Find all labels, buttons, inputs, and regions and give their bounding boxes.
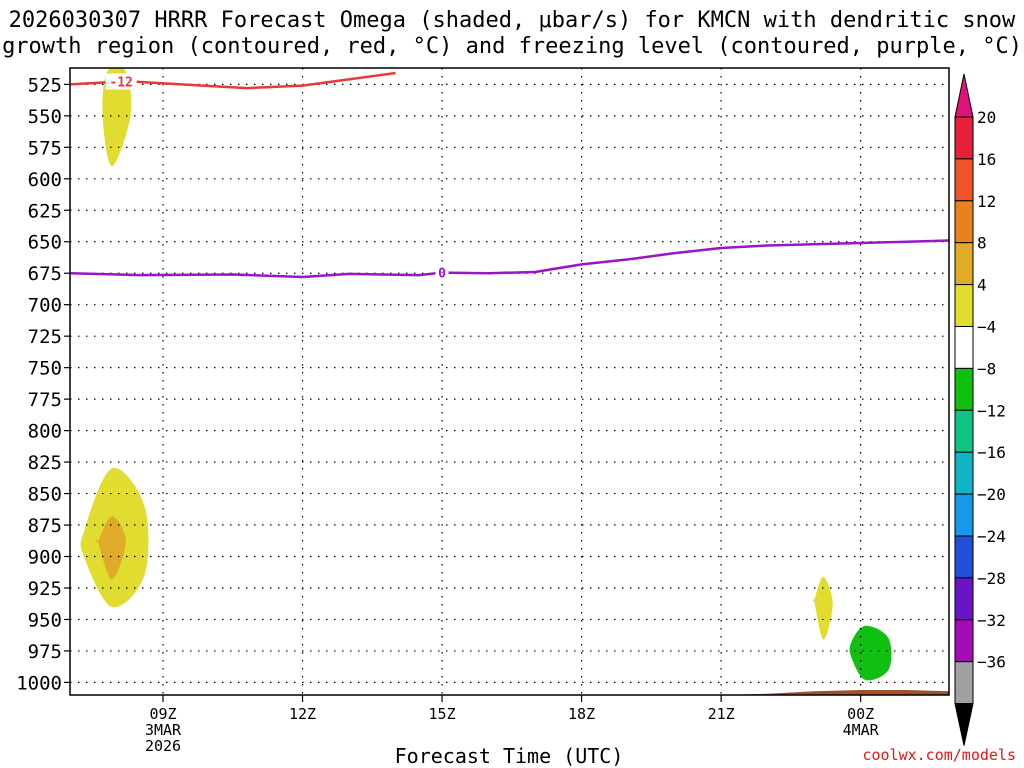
colorbar-label-1: 16 — [977, 150, 996, 169]
contour-label-bg-0 — [105, 73, 137, 90]
y-tick-label-750: 750 — [28, 358, 62, 380]
credit: coolwx.com/models — [862, 746, 1016, 764]
contour-line-1 — [70, 239, 949, 279]
colorbar-swatch-12 — [954, 619, 974, 663]
y-tick-label-550: 550 — [28, 106, 62, 128]
x-tick-label-15-0: 15Z — [429, 705, 456, 723]
colorbar-swatch-7 — [954, 409, 974, 453]
contour-label-1: 0 — [438, 267, 446, 282]
y-tick-label-800: 800 — [28, 421, 62, 443]
colorbar-label-3: 8 — [977, 234, 987, 253]
x-tick-label-21-0: 21Z — [708, 705, 735, 723]
colorbar-label-0: 20 — [977, 108, 996, 127]
colorbar-top-arrow — [954, 73, 974, 118]
y-tick-label-525: 525 — [28, 74, 62, 96]
colorbar-swatch-11 — [954, 577, 974, 621]
colorbar-swatch-3 — [954, 242, 974, 286]
colorbar: 20 16 12 8 4 −4 −8 −12 −16 −20 −24 −28 −32 −36 — [954, 73, 1006, 746]
contours — [70, 71, 949, 279]
y-tick-label-975: 975 — [28, 641, 62, 663]
y-tick-label-600: 600 — [28, 169, 62, 191]
contour-label-0: -12 — [109, 75, 132, 90]
colorbar-label-10: −24 — [977, 527, 1006, 546]
plot-frame — [69, 67, 950, 696]
x-tick-label-9-2: 2026 — [145, 737, 181, 755]
colorbar-label-8: −16 — [977, 443, 1006, 462]
y-tick-label-675: 675 — [28, 263, 62, 285]
colorbar-swatch-0 — [954, 116, 974, 160]
omega-region-3 — [812, 576, 833, 640]
colorbar-label-5: −4 — [977, 318, 996, 337]
colorbar-swatch-9 — [954, 493, 974, 537]
colorbar-swatch-5 — [954, 326, 974, 369]
y-tick-label-650: 650 — [28, 232, 62, 254]
contour-label-bg-1 — [435, 264, 449, 281]
colorbar-bottom-arrow — [954, 703, 974, 746]
colorbar-label-13: −36 — [977, 653, 1006, 672]
x-tick-label-24-0: 00Z — [847, 705, 874, 723]
title-line-1: 2026030307 HRRR Forecast Omega (shaded, … — [8, 8, 1016, 33]
y-tick-label-825: 825 — [28, 452, 62, 474]
title-line-2: growth region (contoured, red, °C) and f… — [2, 34, 1022, 59]
colorbar-label-11: −28 — [977, 569, 1006, 588]
y-tick-label-900: 900 — [28, 547, 62, 569]
colorbar-swatch-13 — [954, 661, 974, 705]
x-tick-label-9-0: 09Z — [149, 705, 176, 723]
colorbar-label-7: −12 — [977, 401, 1006, 420]
colorbar-label-12: −32 — [977, 611, 1006, 630]
colorbar-swatch-10 — [954, 535, 974, 579]
colorbar-swatch-1 — [954, 158, 974, 202]
colorbar-swatch-6 — [954, 367, 974, 411]
colorbar-label-2: 12 — [977, 192, 996, 211]
omega-region-2 — [96, 516, 126, 580]
colorbar-label-6: −8 — [977, 359, 996, 378]
colorbar-swatch-4 — [954, 284, 974, 328]
x-tick-label-12-0: 12Z — [289, 705, 316, 723]
y-tick-label-1000: 1000 — [16, 672, 62, 694]
x-axis-label: Forecast Time (UTC) — [395, 744, 624, 768]
colorbar-swatch-2 — [954, 200, 974, 244]
y-tick-label-875: 875 — [28, 515, 62, 537]
y-axis: 525 550 575 600 625 650 675 700 725 750 775 800 825 8… — [16, 74, 70, 694]
y-tick-label-625: 625 — [28, 200, 62, 222]
y-tick-label-575: 575 — [28, 137, 62, 159]
colorbar-swatch-8 — [954, 451, 974, 495]
x-tick-label-24-1: 4MAR — [843, 721, 880, 739]
x-tick-label-18-0: 18Z — [568, 705, 595, 723]
y-tick-label-700: 700 — [28, 295, 62, 317]
omega-shading — [80, 68, 892, 681]
colorbar-label-9: −20 — [977, 485, 1006, 504]
y-tick-label-925: 925 — [28, 578, 62, 600]
colorbar-label-4: 4 — [977, 276, 987, 295]
y-tick-label-850: 850 — [28, 484, 62, 506]
contour-labels: -12 0 — [105, 73, 449, 282]
omega-region-0 — [102, 68, 132, 167]
y-tick-label-725: 725 — [28, 326, 62, 348]
y-tick-label-950: 950 — [28, 609, 62, 631]
x-tick-label-9-1: 3MAR — [145, 721, 182, 739]
chart-title: 2026030307 HRRR Forecast Omega (shaded, … — [0, 8, 1024, 60]
y-tick-label-775: 775 — [28, 389, 62, 411]
grid — [70, 68, 949, 695]
omega-region-4 — [849, 625, 892, 681]
